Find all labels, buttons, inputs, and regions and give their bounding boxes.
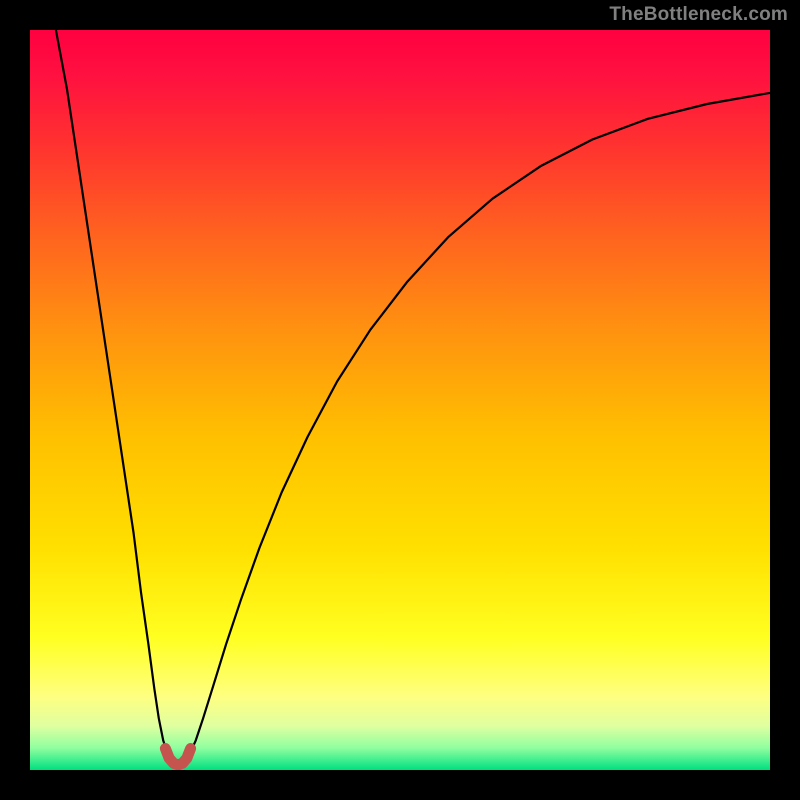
plot-area <box>30 30 770 770</box>
watermark-text: TheBottleneck.com <box>609 4 788 26</box>
plot-svg <box>30 30 770 770</box>
chart-container: TheBottleneck.com <box>0 0 800 800</box>
gradient-background <box>30 30 770 770</box>
